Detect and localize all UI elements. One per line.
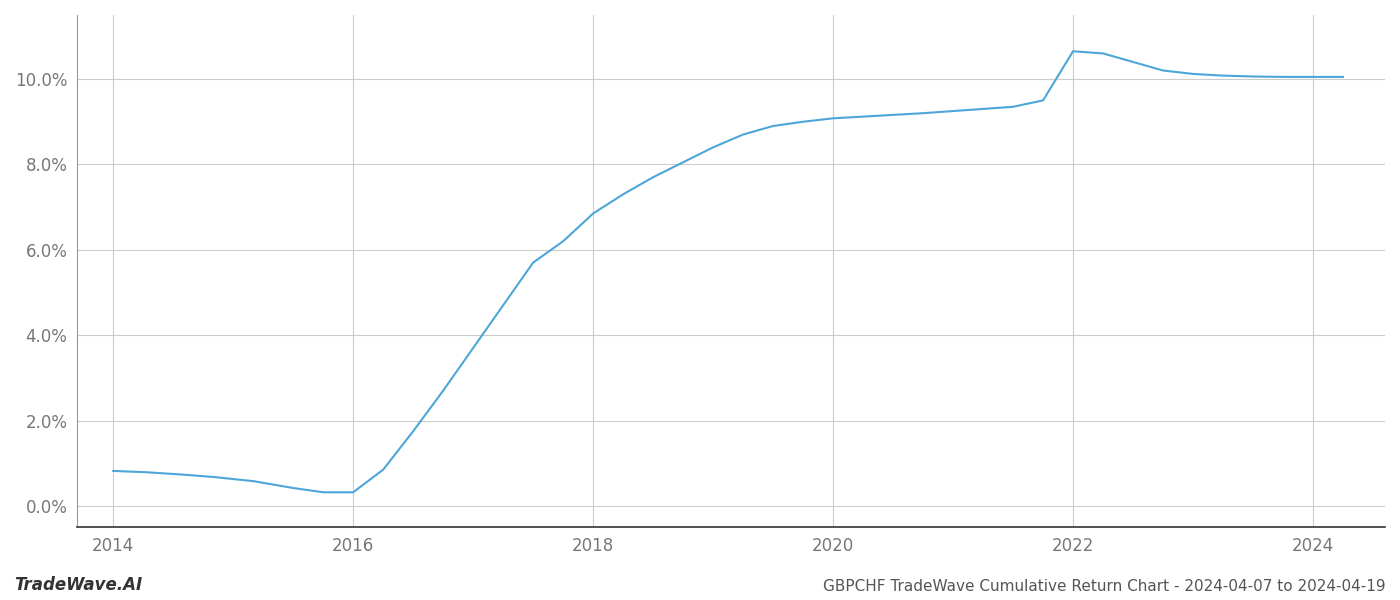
Text: GBPCHF TradeWave Cumulative Return Chart - 2024-04-07 to 2024-04-19: GBPCHF TradeWave Cumulative Return Chart… <box>823 579 1386 594</box>
Text: TradeWave.AI: TradeWave.AI <box>14 576 143 594</box>
